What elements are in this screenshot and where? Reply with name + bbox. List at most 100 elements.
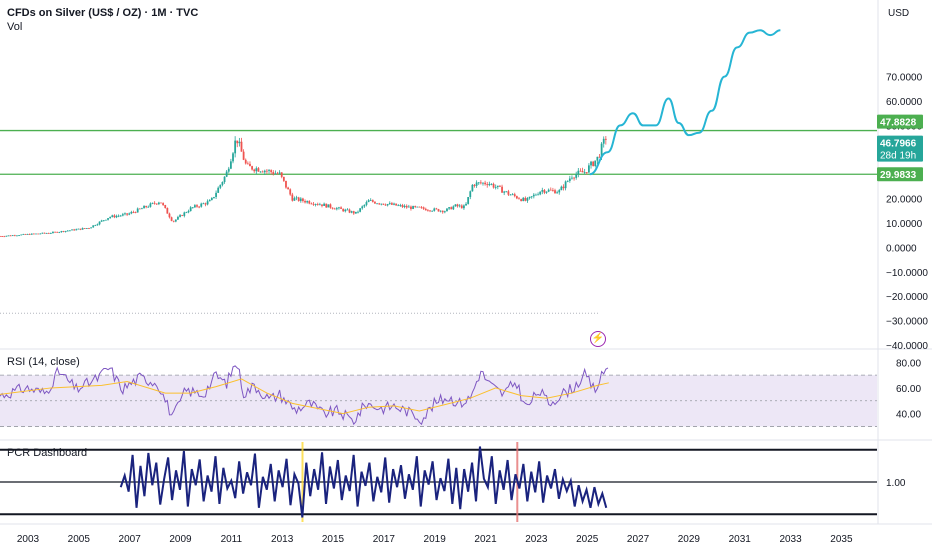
candle-body: [13, 235, 16, 237]
candle-body: [494, 187, 497, 188]
candle-body: [71, 229, 73, 231]
candle-body: [221, 182, 224, 185]
candle-body: [232, 153, 234, 162]
time-tick-label: 2015: [322, 534, 345, 545]
candle-body: [454, 204, 457, 207]
candle-body: [189, 207, 192, 212]
candle-body: [549, 189, 552, 191]
candle-body: [374, 201, 376, 204]
candle-body: [7, 235, 10, 237]
candle-body: [384, 204, 387, 206]
candle-body: [501, 186, 503, 193]
candle-body: [162, 203, 165, 205]
candle-body: [219, 184, 222, 188]
candle-body: [172, 220, 175, 222]
candle-body: [448, 207, 450, 209]
lower-level-tag: 29.9833: [877, 167, 923, 182]
candle-body: [246, 163, 249, 165]
candle-body: [92, 225, 95, 228]
candle-body: [515, 196, 518, 199]
candle-body: [503, 191, 506, 193]
candle-body: [420, 207, 423, 209]
candle-body: [191, 207, 194, 209]
candle-body: [149, 203, 152, 207]
time-tick-label: 2027: [627, 534, 650, 545]
candle-body: [1, 236, 4, 237]
candle-body: [266, 170, 268, 172]
candle-body: [598, 156, 601, 158]
candle-body: [3, 236, 6, 238]
candle-body: [138, 208, 141, 210]
candle-body: [24, 234, 27, 235]
upper-level-tag-bg: [877, 114, 923, 129]
time-tick-label: 2033: [779, 534, 802, 545]
candle-body: [388, 203, 391, 205]
candle-body: [390, 203, 393, 205]
volume-label[interactable]: Vol: [7, 21, 23, 33]
candle-body: [458, 205, 461, 207]
price-tick-label: −10.0000: [886, 268, 928, 279]
candle-body: [310, 203, 313, 205]
candle-body: [291, 194, 294, 201]
pcr-pane-label[interactable]: PCR Dashboard: [7, 447, 88, 459]
pcr-line: [119, 446, 608, 518]
lightning-bolt-icon[interactable]: ⚡: [590, 331, 606, 347]
candle-body: [11, 235, 14, 237]
candle-body: [213, 196, 215, 198]
candle-body: [147, 206, 150, 208]
candle-body: [450, 207, 453, 210]
time-tick-label: 2025: [576, 534, 599, 545]
candle-body: [571, 177, 573, 179]
candle-body: [285, 180, 287, 188]
candle-body: [340, 207, 342, 209]
candle-body: [365, 202, 368, 205]
candle-body: [134, 212, 137, 213]
candle-body: [488, 183, 491, 186]
candle-body: [83, 228, 86, 229]
candle-body: [456, 204, 459, 207]
candle-body: [416, 206, 419, 208]
current-price-bg: [877, 135, 923, 162]
candle-body: [43, 232, 46, 234]
candle-body: [96, 224, 99, 226]
candle-body: [424, 208, 427, 211]
candle-body: [492, 183, 495, 188]
candle-body: [316, 204, 319, 205]
candle-body: [511, 194, 514, 196]
candle-body: [427, 210, 429, 212]
candle-body: [331, 207, 334, 209]
candle-body: [136, 208, 139, 213]
candle-body: [293, 198, 296, 201]
candle-body: [380, 203, 383, 205]
candle-body: [39, 233, 42, 235]
candle-body: [602, 138, 605, 144]
candle-body: [371, 200, 374, 202]
candle-body: [81, 228, 84, 230]
rsi-tick-label: 40.00: [896, 410, 921, 421]
candle-body: [52, 231, 54, 234]
candle-body: [35, 233, 37, 235]
candle-body: [121, 214, 124, 216]
candle-body: [545, 191, 548, 193]
candle-body: [585, 172, 588, 173]
symbol-title[interactable]: CFDs on Silver (US$ / OZ) · 1M · TVC: [7, 7, 199, 19]
candle-body: [562, 186, 565, 189]
candle-body: [30, 233, 33, 235]
candle-body: [287, 187, 289, 190]
candle-body: [37, 233, 40, 235]
candle-body: [354, 211, 357, 214]
candle-body: [382, 203, 385, 205]
candle-body: [407, 206, 410, 208]
candle-body: [236, 140, 239, 144]
candle-body: [348, 209, 351, 213]
candle-body: [295, 197, 298, 199]
candle-body: [433, 208, 436, 211]
candle-body: [263, 170, 266, 173]
candle-body: [217, 187, 220, 193]
candle-body: [541, 190, 544, 192]
rsi-pane-label[interactable]: RSI (14, close): [7, 356, 80, 368]
candle-body: [132, 211, 135, 213]
candle-body: [128, 213, 131, 215]
